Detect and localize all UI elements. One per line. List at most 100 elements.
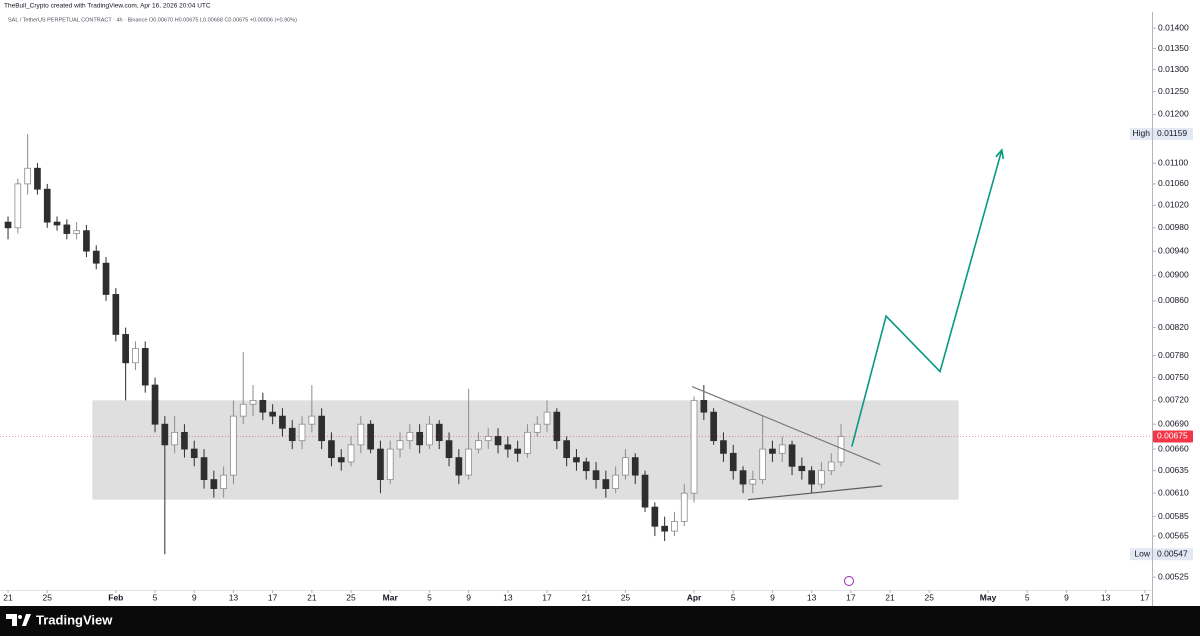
candle-body xyxy=(308,415,316,425)
candle-body xyxy=(416,431,423,446)
x-tick-label: 13 xyxy=(1101,592,1111,602)
x-tick-label: 5 xyxy=(1025,592,1030,602)
candle-body xyxy=(622,457,629,476)
footer-brand: TradingView xyxy=(36,612,113,627)
candle-body xyxy=(729,452,737,472)
x-tick-label: 17 xyxy=(268,592,278,602)
y-tick-label: 0.00690 xyxy=(1158,418,1189,428)
y-tick-label: 0.00780 xyxy=(1158,350,1189,360)
candle-body xyxy=(63,224,71,234)
price-label-box xyxy=(1153,127,1193,140)
candle-body xyxy=(377,448,384,480)
x-tick-label: 5 xyxy=(153,592,158,602)
x-tick-label: 5 xyxy=(731,592,736,602)
candle-body xyxy=(239,403,247,417)
candle-body xyxy=(181,431,188,450)
y-tick-label: 0.00525 xyxy=(1158,571,1189,581)
candle-body xyxy=(92,250,100,264)
candle-body xyxy=(769,448,776,454)
y-tick-label: 0.01300 xyxy=(1158,64,1189,74)
y-tick-label: 0.00610 xyxy=(1158,487,1189,497)
y-tick-label: 0.01400 xyxy=(1158,22,1189,32)
candle-body xyxy=(171,431,178,446)
y-tick-label: 0.00820 xyxy=(1158,322,1189,332)
candle-body xyxy=(426,423,433,446)
arrow-head xyxy=(995,148,1005,160)
candle-body xyxy=(132,348,139,364)
y-tick-label: 0.00940 xyxy=(1158,245,1189,255)
price-label-value: 0.00675 xyxy=(1157,431,1188,441)
candle-body xyxy=(210,479,218,490)
x-tick-label: 25 xyxy=(621,592,631,602)
candle-body xyxy=(631,457,639,476)
candle-body xyxy=(582,461,590,472)
y-tick-label: 0.01200 xyxy=(1158,109,1189,119)
y-tick-label: 0.01350 xyxy=(1158,43,1189,53)
x-tick-label: 9 xyxy=(770,592,775,602)
x-tick-label: 17 xyxy=(846,592,856,602)
x-tick-label: 9 xyxy=(466,592,471,602)
price-label-box xyxy=(1153,548,1193,561)
candle-body xyxy=(249,399,257,405)
x-tick-label: 13 xyxy=(807,592,817,602)
x-tick-label: 21 xyxy=(307,592,317,602)
candle-body xyxy=(563,440,570,459)
price-label-name: High xyxy=(1133,128,1151,138)
trend-line xyxy=(747,485,883,501)
x-tick-label: May xyxy=(980,592,997,602)
candle-body xyxy=(73,230,80,234)
candle-body xyxy=(102,262,110,295)
candle-body xyxy=(190,448,198,459)
price-label-tag xyxy=(1130,127,1152,140)
candle-body xyxy=(710,411,717,442)
x-tick-label: 9 xyxy=(1064,592,1069,602)
candle-body xyxy=(122,334,129,364)
trend-line xyxy=(691,385,881,466)
candle-body xyxy=(34,167,41,190)
candle-body xyxy=(259,399,267,413)
candle-body xyxy=(494,436,502,446)
candle-body xyxy=(83,230,90,252)
candle-body xyxy=(151,384,159,425)
candle-body xyxy=(680,492,688,522)
candle-body xyxy=(759,448,766,480)
plot-area xyxy=(0,133,1152,555)
candle-body xyxy=(318,415,325,442)
candle-body xyxy=(161,423,169,446)
candle-body xyxy=(641,474,649,508)
price-label-name: Low xyxy=(1134,548,1150,558)
candle-body xyxy=(386,448,394,480)
price-label-box xyxy=(1153,430,1193,443)
candle-body xyxy=(690,399,698,494)
candle-body xyxy=(269,411,276,417)
candle-body xyxy=(612,474,619,490)
footer-bar xyxy=(0,606,1200,636)
x-tick-label: 13 xyxy=(229,592,239,602)
y-tick-label: 0.00900 xyxy=(1158,270,1189,280)
candle-body xyxy=(43,188,51,223)
event-icon[interactable] xyxy=(844,576,854,586)
candle-body xyxy=(533,423,541,433)
candle-body xyxy=(651,506,659,527)
candle-body xyxy=(435,423,443,442)
x-tick-label: 21 xyxy=(3,592,13,602)
legend: SAL / TetherUS PERPETUAL CONTRACT · 4h ·… xyxy=(8,17,297,23)
candle-body xyxy=(504,444,512,450)
candle-body xyxy=(553,411,561,442)
x-tick-label: 17 xyxy=(542,592,552,602)
candle-body xyxy=(396,440,404,450)
candle-body xyxy=(749,479,757,485)
candle-body xyxy=(220,474,227,490)
candle-body xyxy=(367,423,374,450)
candle-body xyxy=(230,415,237,476)
candle-body xyxy=(524,431,531,454)
logo xyxy=(6,614,31,626)
candle-body xyxy=(279,415,286,429)
candle-body xyxy=(514,448,521,454)
candle-body xyxy=(53,221,61,226)
candle-body xyxy=(112,294,120,335)
candle-body xyxy=(484,436,492,442)
candle-body xyxy=(288,427,296,442)
candle-body xyxy=(592,470,600,480)
